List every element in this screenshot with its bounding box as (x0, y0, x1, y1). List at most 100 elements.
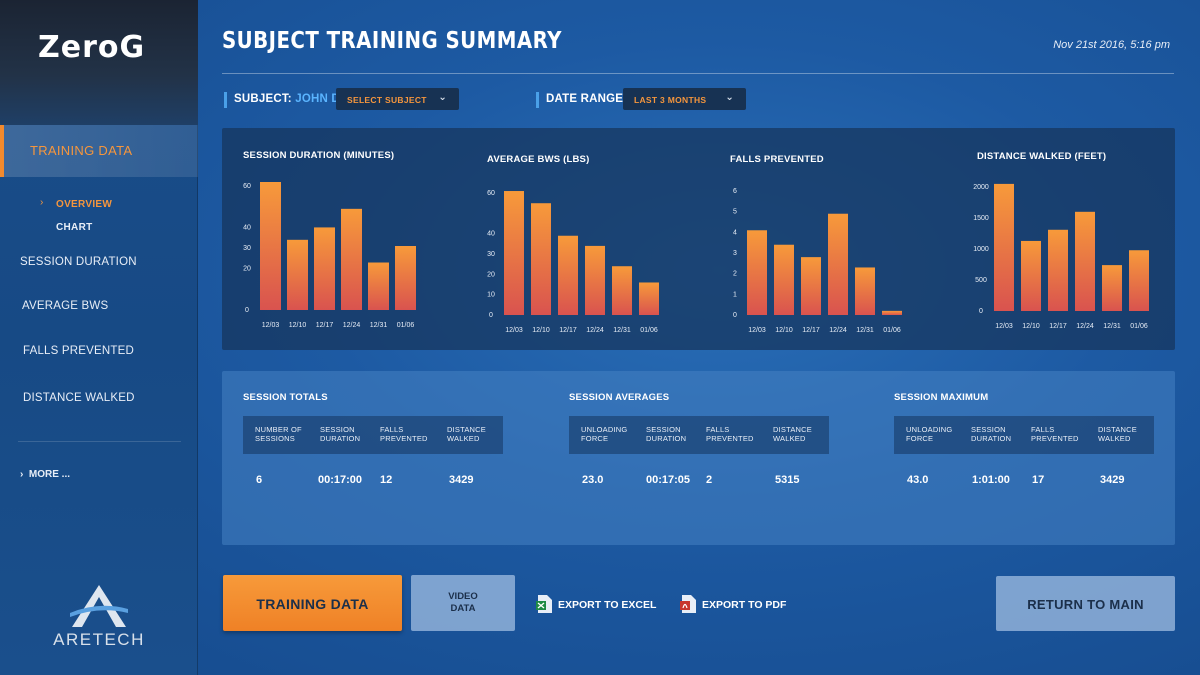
y-tick-label: 0 (979, 308, 983, 315)
y-tick-label: 20 (243, 266, 251, 273)
chart-bar (1102, 265, 1122, 311)
return-to-main-button[interactable]: RETURN TO MAIN (996, 576, 1175, 631)
x-tick-label: 12/31 (370, 322, 388, 329)
chart-bar (882, 310, 902, 315)
stat-value: 5315 (775, 474, 800, 486)
chart-bar (774, 244, 794, 315)
subject-label: SUBJECT: (234, 93, 292, 105)
y-tick-label: 0 (489, 312, 493, 319)
sidebar-item-falls-prevented[interactable]: FALLS PREVENTED (23, 345, 135, 357)
training-data-button[interactable]: TRAINING DATA (223, 575, 402, 631)
y-tick-label: 30 (243, 245, 251, 252)
chart-bar (287, 239, 308, 310)
chart-bar (639, 282, 659, 315)
y-tick-label: 30 (487, 251, 495, 258)
stat-value: 1:01:00 (972, 474, 1010, 486)
x-tick-label: 01/06 (883, 327, 901, 334)
chart-bar (531, 203, 551, 315)
x-tick-label: 12/03 (748, 327, 766, 334)
column-header: FALLS PREVENTED (706, 425, 754, 443)
y-tick-label: 40 (243, 224, 251, 231)
chevron-down-icon: ⌄ (725, 92, 734, 103)
zerog-logo: ZeroG (38, 30, 146, 65)
y-tick-label: 6 (733, 188, 737, 195)
sidebar-item-average-bws[interactable]: AVERAGE BWS (22, 300, 109, 312)
stat-value: 17 (1032, 474, 1045, 486)
sidebar-subitem-chart[interactable]: CHART (56, 222, 93, 233)
excel-file-icon (536, 595, 552, 613)
stat-value: 2 (706, 474, 713, 486)
x-tick-label: 12/17 (559, 327, 577, 334)
chart-bar (828, 213, 848, 315)
chart-bar (855, 267, 875, 315)
y-tick-label: 3 (733, 250, 737, 257)
select-subject-dropdown[interactable]: SELECT SUBJECT ⌄ (336, 88, 459, 110)
chart-bar (612, 266, 632, 315)
column-header: SESSION DURATION (646, 425, 687, 443)
accent-bar (224, 92, 227, 108)
button-label: TRAINING DATA (256, 596, 369, 612)
chart-title: FALLS PREVENTED (730, 154, 824, 165)
stat-value: 00:17:00 (318, 474, 363, 486)
y-tick-label: 500 (975, 277, 987, 284)
y-tick-label: 1500 (973, 215, 989, 222)
stat-value: 12 (380, 474, 393, 486)
x-tick-label: 01/06 (640, 327, 658, 334)
date-range-dropdown[interactable]: LAST 3 MONTHS ⌄ (623, 88, 746, 110)
chart-bar (747, 230, 767, 315)
x-tick-label: 12/17 (1049, 323, 1067, 330)
x-tick-label: 12/31 (1103, 323, 1121, 330)
session-averages-header: UNLOADING FORCE SESSION DURATION FALLS P… (569, 416, 829, 454)
chevron-down-icon: ⌄ (438, 92, 447, 103)
x-tick-label: 12/31 (856, 327, 874, 334)
y-tick-label: 60 (487, 190, 495, 197)
video-data-button[interactable]: VIDEO DATA (411, 575, 515, 631)
date-range-label: DATE RANGE: (546, 93, 628, 105)
x-tick-label: 12/24 (586, 327, 604, 334)
y-tick-label: 5 (733, 209, 737, 216)
page-title: SUBJECT TRAINING SUMMARY (222, 28, 562, 54)
x-tick-label: 12/24 (829, 327, 847, 334)
y-tick-label: 2 (733, 271, 737, 278)
stat-value: 3429 (449, 474, 474, 486)
stat-value: 23.0 (582, 474, 604, 486)
x-tick-label: 12/31 (613, 327, 631, 334)
chart-bar (341, 208, 362, 310)
session-averages-title: SESSION AVERAGES (569, 392, 670, 403)
chart-title: SESSION DURATION (MINUTES) (243, 150, 395, 161)
chevron-right-icon: › (20, 469, 29, 480)
chart-bar (395, 246, 416, 310)
column-header: FALLS PREVENTED (380, 425, 428, 443)
x-tick-label: 01/06 (397, 322, 415, 329)
y-tick-label: 60 (243, 183, 251, 190)
chart-bar (260, 182, 281, 310)
stat-value: 3429 (1100, 474, 1125, 486)
y-tick-label: 4 (733, 229, 737, 236)
x-tick-label: 12/03 (505, 327, 523, 334)
x-tick-label: 12/24 (343, 322, 361, 329)
sidebar-subitem-overview[interactable]: OVERVIEW (56, 199, 113, 210)
y-tick-label: 40 (487, 231, 495, 238)
x-tick-label: 12/10 (532, 327, 550, 334)
chart-bar (585, 245, 605, 315)
session-maximum-title: SESSION MAXIMUM (894, 392, 989, 403)
button-label: RETURN TO MAIN (1027, 597, 1144, 612)
charts-panel (222, 128, 1175, 350)
more-link[interactable]: › MORE ... (20, 469, 70, 480)
x-tick-label: 12/03 (995, 323, 1013, 330)
sidebar-item-session-duration[interactable]: SESSION DURATION (20, 256, 137, 268)
x-tick-label: 12/03 (262, 322, 280, 329)
select-subject-label: SELECT SUBJECT (347, 95, 427, 105)
sidebar-item-label: TRAINING DATA (30, 143, 133, 158)
x-tick-label: 12/24 (1076, 323, 1094, 330)
chart-bar (1048, 229, 1068, 311)
sidebar-item-training-data[interactable]: TRAINING DATA (0, 125, 198, 177)
chart-bar (1129, 250, 1149, 311)
x-tick-label: 12/10 (775, 327, 793, 334)
y-tick-label: 2000 (973, 184, 989, 191)
y-tick-label: 1000 (973, 246, 989, 253)
sidebar-item-distance-walked[interactable]: DISTANCE WALKED (23, 392, 135, 404)
chart-title: AVERAGE BWS (LBS) (487, 154, 590, 165)
column-header: UNLOADING FORCE (581, 425, 628, 443)
x-tick-label: 12/10 (1022, 323, 1040, 330)
